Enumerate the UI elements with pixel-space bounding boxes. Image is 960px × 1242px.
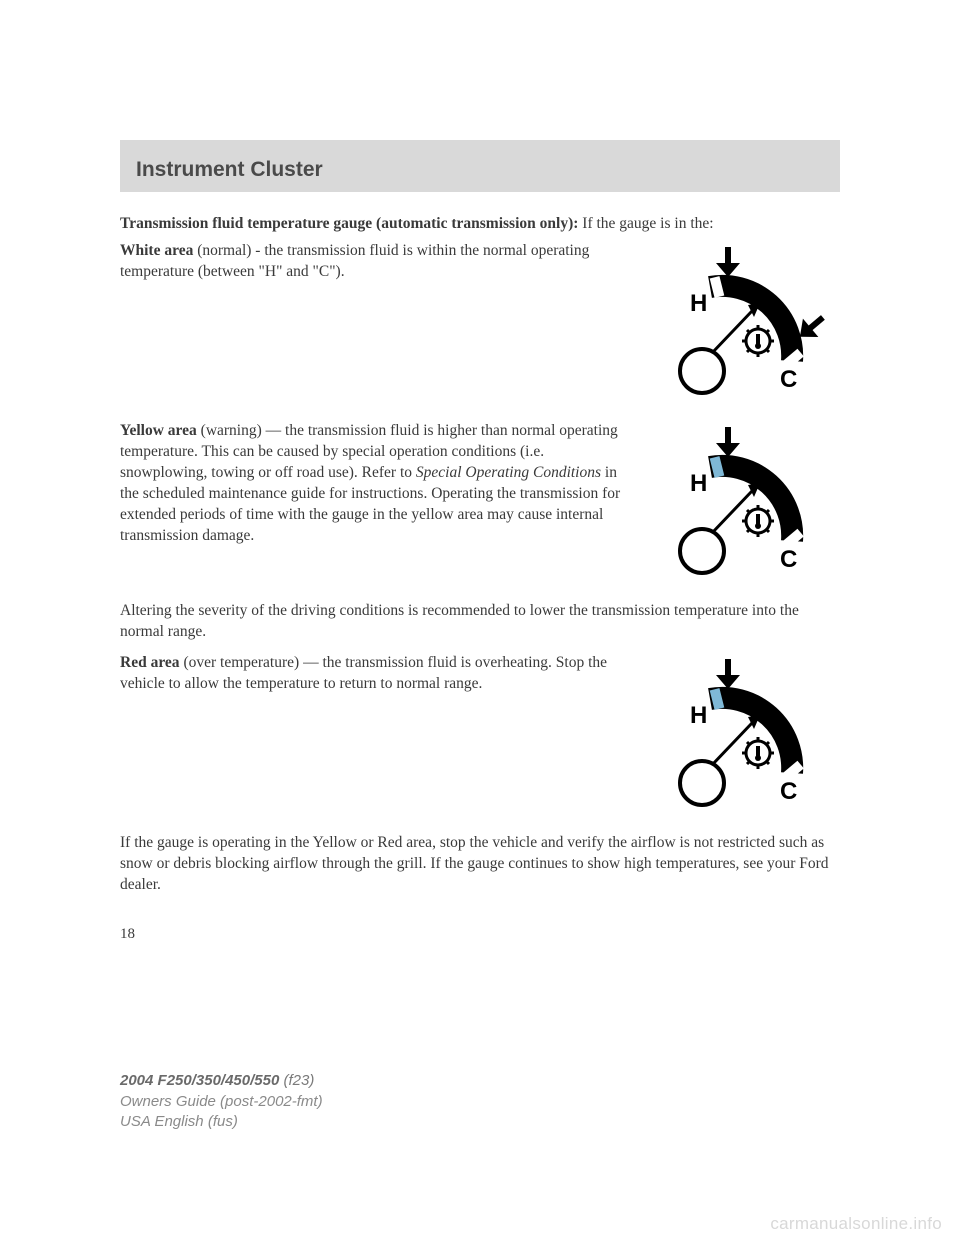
- gauge-white: H C: [640, 241, 840, 411]
- white-area-text: White area (normal) - the transmission f…: [120, 241, 622, 283]
- gauge-yellow-icon: H C: [640, 421, 840, 591]
- intro-paragraph: Transmission fluid temperature gauge (au…: [120, 214, 840, 235]
- gauge-yellow: H C: [640, 421, 840, 591]
- footer-line3: USA English (fus): [120, 1112, 323, 1132]
- red-label: Red area: [120, 654, 180, 671]
- intro-lead-rest: If the gauge is in the:: [578, 215, 713, 232]
- footer-line3b: (fus): [204, 1113, 238, 1130]
- footer-line1: 2004 F250/350/450/550 (f23): [120, 1071, 323, 1091]
- page-number: 18: [120, 924, 840, 944]
- footer-line3a: USA English: [120, 1113, 204, 1130]
- intro-lead-bold: Transmission fluid temperature gauge (au…: [120, 215, 578, 232]
- footer-line2: Owners Guide (post-2002-fmt): [120, 1092, 323, 1112]
- watermark: carmanualsonline.info: [770, 1214, 942, 1234]
- gauge-red: H C: [640, 653, 840, 823]
- red-area-text: Red area (over temperature) — the transm…: [120, 653, 622, 695]
- yellow-italic: Special Operating Conditions: [416, 464, 601, 481]
- section-header: Instrument Cluster: [120, 140, 840, 192]
- yellow-p2: Altering the severity of the driving con…: [120, 601, 840, 643]
- yellow-area-block: Yellow area (warning) — the transmission…: [120, 421, 840, 591]
- footer-model-code: (f23): [279, 1072, 314, 1089]
- white-area-block: White area (normal) - the transmission f…: [120, 241, 840, 411]
- yellow-label: Yellow area: [120, 422, 197, 439]
- svg-text:C: C: [780, 546, 797, 573]
- gauge-white-icon: H C: [640, 241, 840, 411]
- svg-text:H: H: [690, 702, 707, 729]
- closing-paragraph: If the gauge is operating in the Yellow …: [120, 833, 840, 896]
- svg-text:C: C: [780, 778, 797, 805]
- footer: 2004 F250/350/450/550 (f23) Owners Guide…: [120, 1071, 323, 1132]
- gauge-C-label: C: [780, 366, 797, 393]
- section-title: Instrument Cluster: [136, 158, 824, 182]
- red-area-block: Red area (over temperature) — the transm…: [120, 653, 840, 823]
- white-label: White area: [120, 242, 193, 259]
- page-content: Instrument Cluster Transmission fluid te…: [0, 0, 960, 944]
- gauge-H-label: H: [690, 290, 707, 317]
- footer-model: 2004 F250/350/450/550: [120, 1072, 279, 1089]
- svg-text:H: H: [690, 470, 707, 497]
- gauge-red-icon: H C: [640, 653, 840, 823]
- red-qualifier: (over temperature) — the transmission fl…: [120, 654, 607, 692]
- yellow-area-text: Yellow area (warning) — the transmission…: [120, 421, 622, 547]
